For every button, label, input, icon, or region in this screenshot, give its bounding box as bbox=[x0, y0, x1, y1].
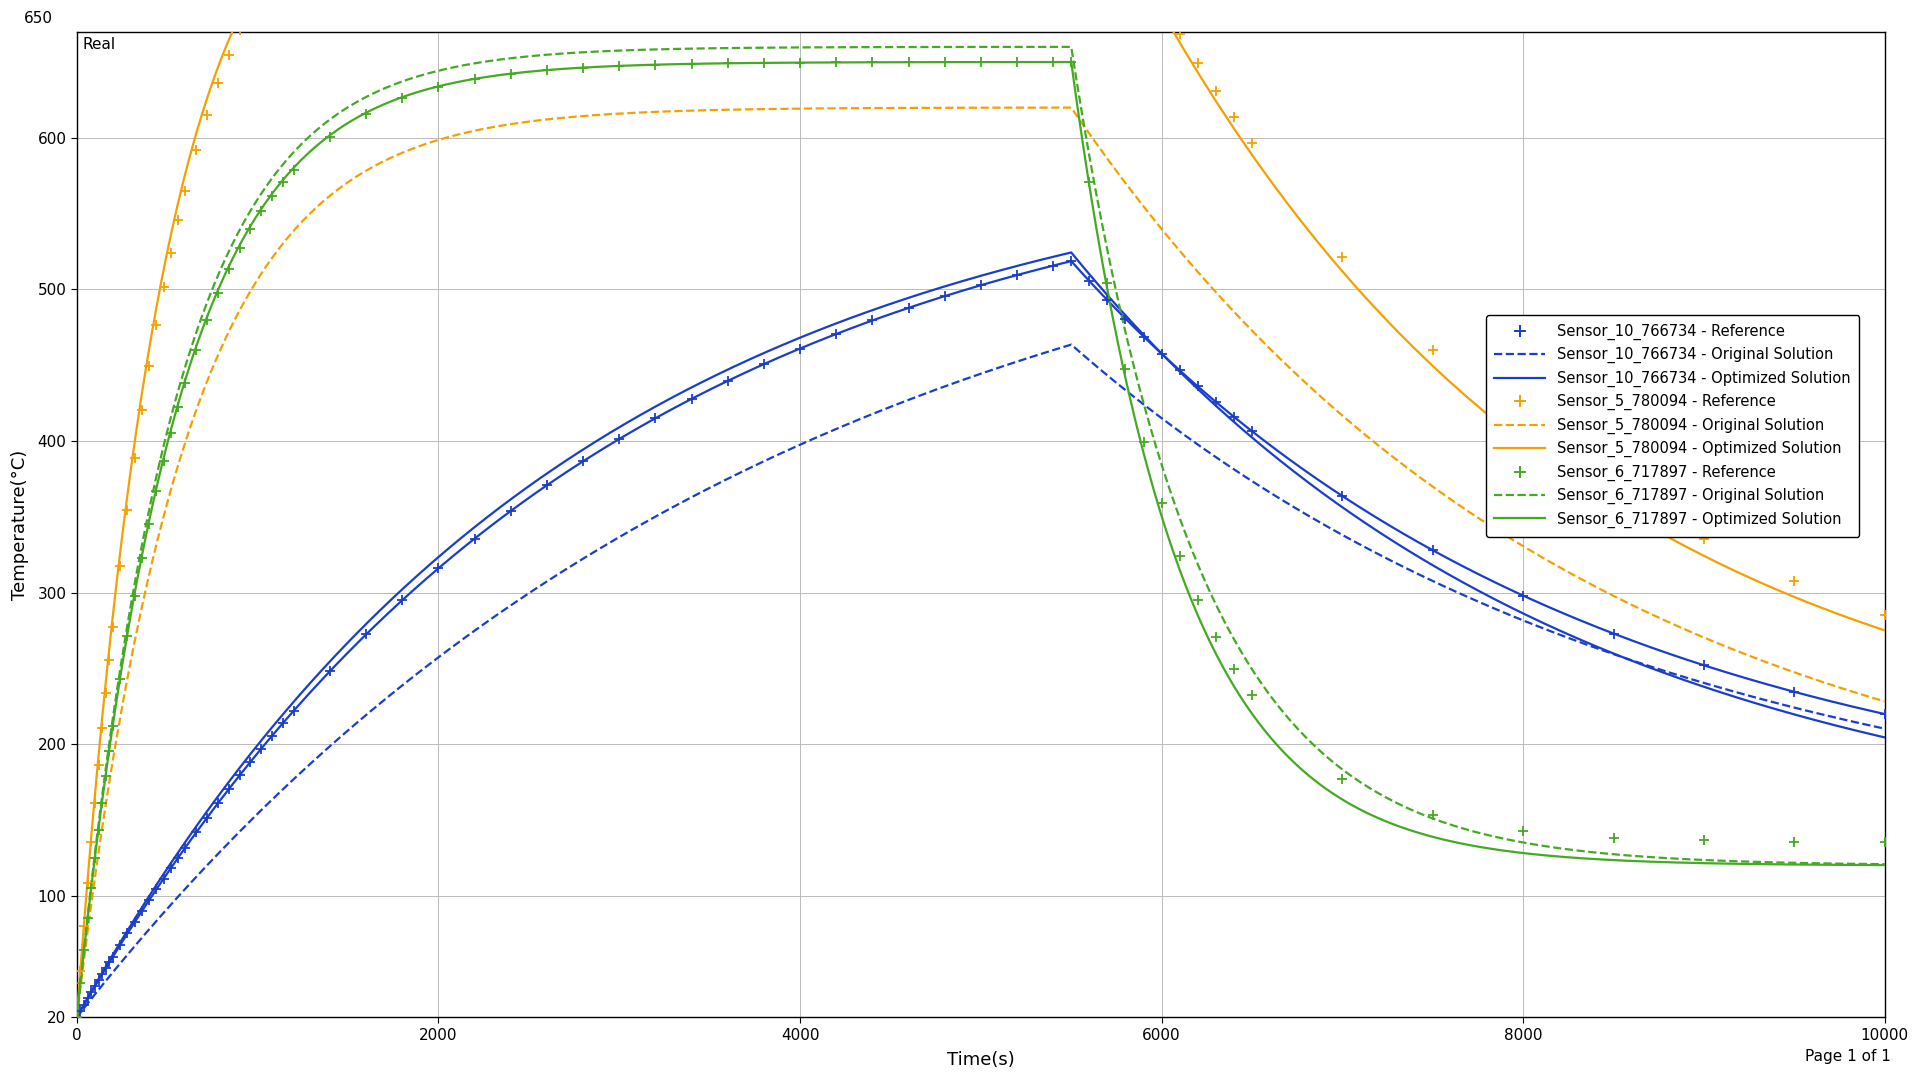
Text: Real: Real bbox=[83, 37, 115, 52]
Legend: Sensor_10_766734 - Reference, Sensor_10_766734 - Original Solution, Sensor_10_76: Sensor_10_766734 - Reference, Sensor_10_… bbox=[1486, 315, 1859, 537]
Text: 650: 650 bbox=[25, 11, 54, 26]
Text: Page 1 of 1: Page 1 of 1 bbox=[1805, 1049, 1891, 1064]
Y-axis label: Temperature(°C): Temperature(°C) bbox=[12, 449, 29, 599]
X-axis label: Time(s): Time(s) bbox=[947, 1051, 1014, 1069]
